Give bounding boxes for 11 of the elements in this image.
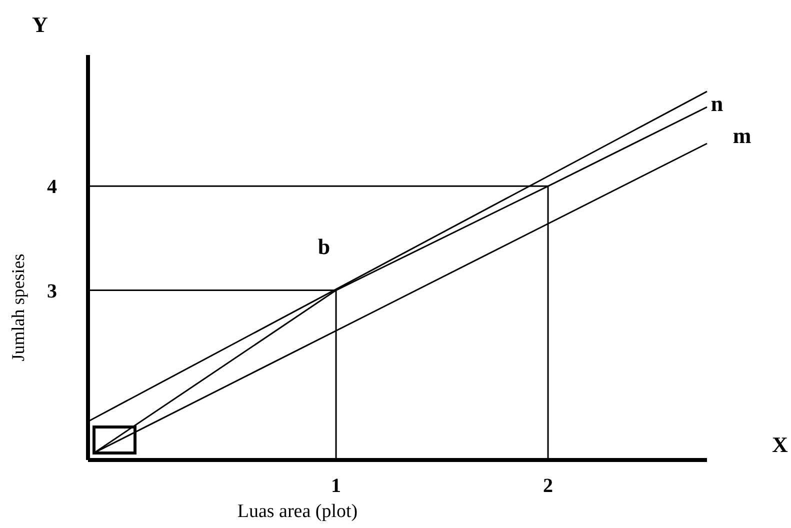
annotation: b (318, 234, 330, 259)
x-tick-label: 1 (331, 475, 342, 497)
y-axis-title: Jumlah spesies (8, 254, 28, 362)
text: Y (32, 12, 48, 37)
x-tick-label: 2 (543, 475, 554, 497)
x-axis-title: Luas area (plot) (237, 501, 358, 522)
text: X (772, 432, 788, 457)
y-tick-label: 3 (47, 280, 57, 302)
text: n (710, 91, 724, 116)
text: m (732, 123, 752, 148)
y-tick-label: 4 (47, 176, 57, 198)
